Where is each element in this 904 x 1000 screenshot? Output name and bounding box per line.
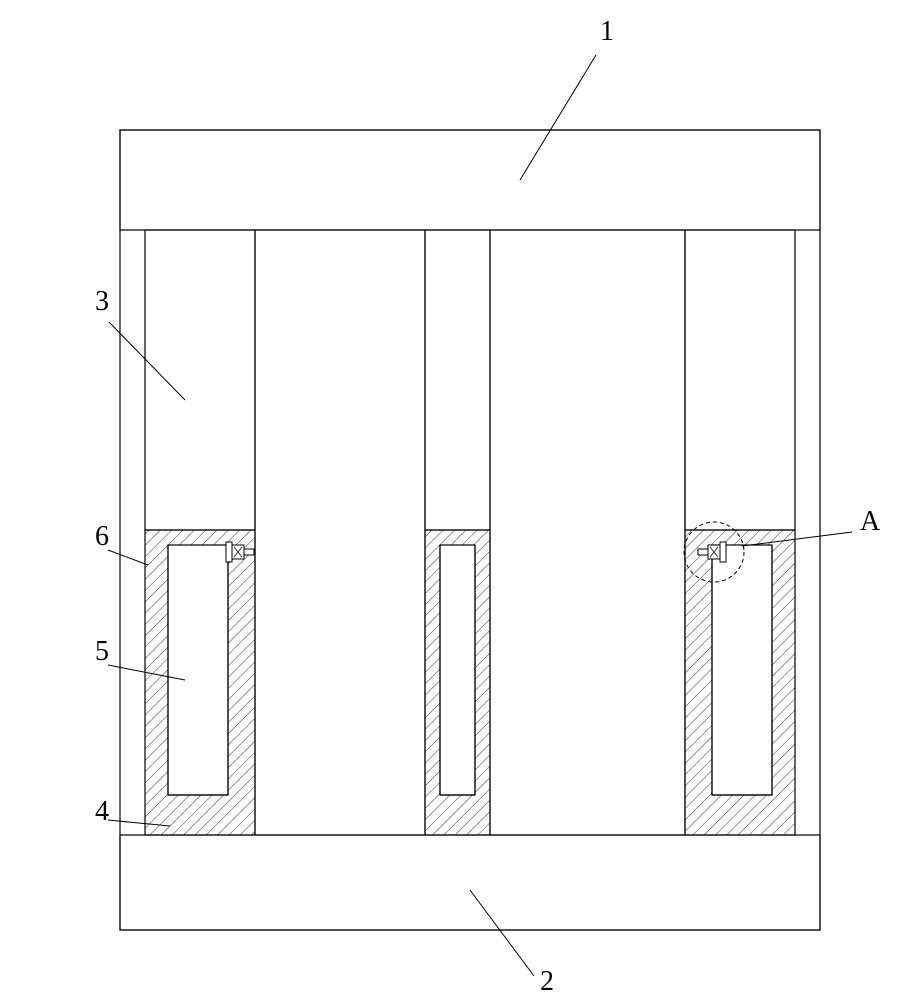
label-lA-text: A	[860, 506, 881, 537]
socket-center	[425, 530, 490, 835]
panel-right	[490, 230, 685, 835]
label-l1-text: 1	[600, 16, 614, 47]
top-beam	[120, 130, 820, 230]
label-l4-text: 4	[95, 796, 109, 827]
panel-left	[255, 230, 425, 835]
label-l5-text: 5	[95, 636, 109, 667]
column-left	[145, 230, 255, 530]
column-right	[685, 230, 795, 530]
label-l3: 3	[95, 286, 185, 400]
bottom-beam	[120, 835, 820, 930]
label-l3-text: 3	[95, 286, 109, 317]
label-l6-text: 6	[95, 521, 109, 552]
socket-left	[145, 530, 255, 835]
label-l1: 1	[520, 16, 614, 180]
label-l6: 6	[95, 521, 148, 565]
label-l2-text: 2	[540, 966, 554, 997]
socket-right	[685, 530, 795, 835]
label-l2: 2	[470, 890, 554, 997]
column-center	[425, 230, 490, 530]
